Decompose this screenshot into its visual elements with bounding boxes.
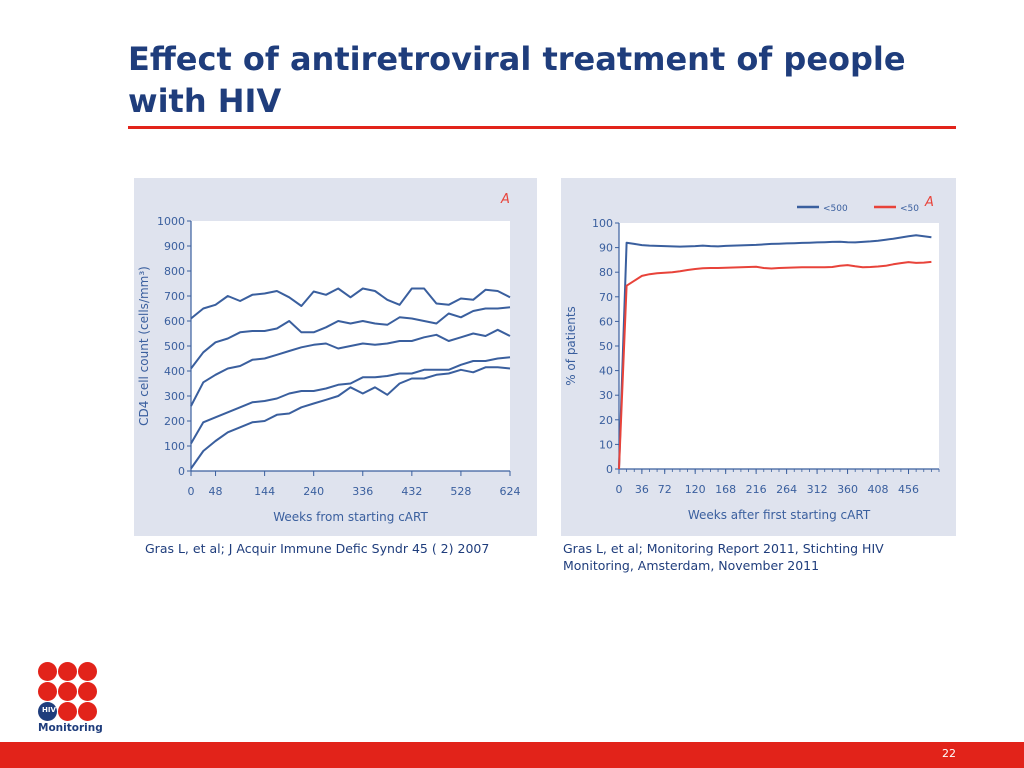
logo-dot [38, 682, 57, 701]
y-tick-label: 80 [599, 266, 613, 279]
y-tick-label: 30 [599, 389, 613, 402]
y-tick-label: 90 [599, 242, 613, 255]
y-axis-label: % of patients [564, 306, 578, 386]
logo-dot [58, 702, 77, 721]
logo-dot [78, 682, 97, 701]
y-tick-label: 900 [164, 240, 185, 253]
y-tick-label: 200 [164, 415, 185, 428]
plot-area [619, 223, 939, 469]
x-tick-label: 168 [715, 483, 736, 496]
panel-label: A [500, 192, 510, 207]
series-line [190, 356, 511, 445]
series-line [190, 306, 511, 370]
reference-caption-right: Gras L, et al; Monitoring Report 2011, S… [563, 541, 884, 573]
y-tick-label: 10 [599, 438, 613, 451]
x-tick-label: 456 [898, 483, 919, 496]
y-tick-label: 300 [164, 390, 185, 403]
series-line [190, 287, 511, 320]
page-number: 22 [942, 747, 956, 760]
series-line-lt500 [618, 234, 932, 470]
cd4-chart-panel: 0 100 200 300 400 500 600 700 800 900 1000 0 48 144 24… [134, 178, 537, 536]
legend-label: <50 [900, 204, 919, 214]
hiv-monitoring-logo: HIV Monitoring [38, 662, 103, 742]
x-tick-label: 216 [746, 483, 767, 496]
logo-text: Monitoring [38, 722, 103, 734]
series-line [190, 328, 511, 407]
x-tick-label: 144 [254, 485, 275, 498]
x-axis-label: Weeks after first starting cART [688, 508, 871, 522]
x-tick-label: 120 [685, 483, 706, 496]
cd4-chart: 0 100 200 300 400 500 600 700 800 900 1000 0 48 144 24… [137, 192, 521, 524]
logo-hiv-label: HIV [42, 706, 56, 714]
series-line-lt50 [618, 260, 932, 470]
legend-label: <500 [823, 204, 848, 214]
panel-label: A [924, 195, 934, 210]
x-tick-label: 0 [616, 483, 623, 496]
y-tick-label: 700 [164, 290, 185, 303]
series-line [190, 366, 511, 470]
x-tick-label: 0 [188, 485, 195, 498]
x-tick-label: 312 [807, 483, 828, 496]
x-tick-label: 408 [868, 483, 889, 496]
x-tick-label: 336 [352, 485, 373, 498]
y-tick-label: 0 [606, 463, 613, 476]
y-tick-label: 0 [178, 465, 185, 478]
y-tick-label: 500 [164, 340, 185, 353]
x-tick-label: 432 [401, 485, 422, 498]
y-tick-label: 400 [164, 365, 185, 378]
x-tick-label: 36 [635, 483, 649, 496]
y-tick-label: 20 [599, 414, 613, 427]
x-tick-label: 264 [776, 483, 797, 496]
y-tick-label: 800 [164, 265, 185, 278]
y-tick-label: 100 [164, 440, 185, 453]
x-tick-label: 240 [303, 485, 324, 498]
logo-dot [78, 702, 97, 721]
y-tick-label: 1000 [157, 215, 185, 228]
y-tick-label: 100 [592, 217, 613, 230]
logo-dot [78, 662, 97, 681]
logo-hiv-disc [38, 702, 57, 721]
y-tick-label: 60 [599, 315, 613, 328]
x-tick-label: 72 [658, 483, 672, 496]
footer-bar: 22 [0, 742, 1024, 768]
viral-suppression-chart: 0 10 20 30 40 50 60 70 80 90 100 0 36 72 120 168 216 264 3… [564, 195, 940, 522]
x-axis-label: Weeks from starting cART [273, 510, 428, 524]
y-tick-label: 50 [599, 340, 613, 353]
viral-suppression-chart-panel: 0 10 20 30 40 50 60 70 80 90 100 0 36 72 120 168 216 264 3… [561, 178, 956, 536]
logo-dot [38, 662, 57, 681]
logo-dot [58, 662, 77, 681]
y-axis-label: CD4 cell count (cells/mm³) [137, 266, 151, 426]
x-tick-label: 48 [209, 485, 223, 498]
reference-caption-left: Gras L, et al; J Acquir Immune Defic Syn… [145, 541, 490, 556]
x-tick-label: 624 [500, 485, 521, 498]
logo-dot [58, 682, 77, 701]
slide-title: Effect of antiretroviral treatment of pe… [128, 40, 906, 120]
title-underline [128, 126, 956, 129]
y-tick-label: 70 [599, 291, 613, 304]
x-tick-label: 528 [450, 485, 471, 498]
x-tick-label: 360 [837, 483, 858, 496]
y-tick-label: 600 [164, 315, 185, 328]
y-tick-label: 40 [599, 365, 613, 378]
